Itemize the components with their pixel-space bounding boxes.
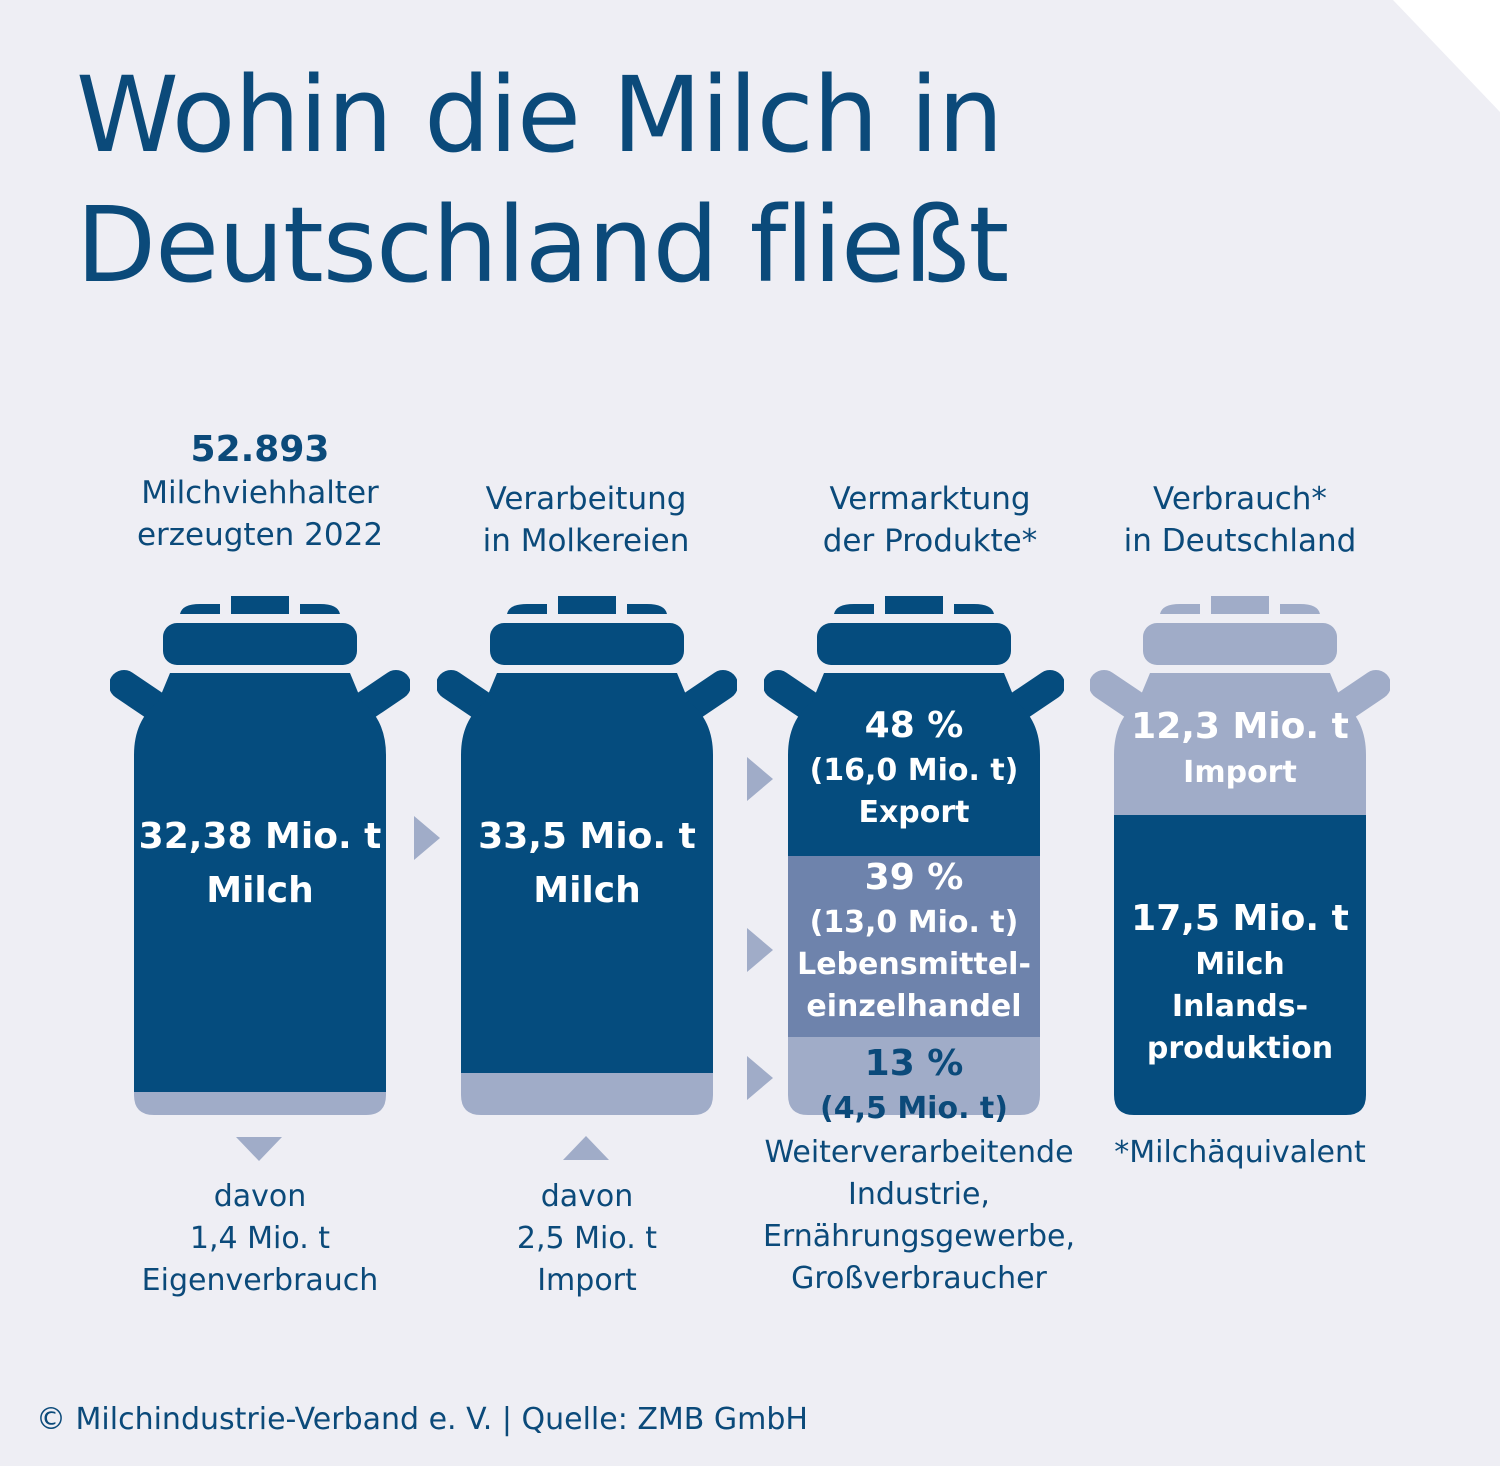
domestic-label: Milch [1195,947,1285,982]
segment-retail: 39 % (13,0 Mio. t) Lebensmittel- einzelh… [764,854,1064,1028]
page-title: Wohin die Milch in Deutschland fließt [76,50,1009,310]
segment-label: einzelhandel [806,989,1022,1024]
milk-can-icon [1090,596,1390,1115]
segment-industry: 13 % (4,5 Mio. t) [764,1040,1064,1130]
note-line: *Milchäquivalent [1114,1135,1366,1170]
triangle-right-icon [747,928,773,972]
milk-can-icon [764,596,1064,1115]
milk-label: Milch [206,870,314,911]
note-line: Großverbraucher [791,1261,1047,1296]
industry-note: Weiterverarbeitende Industrie, Ernährung… [744,1132,1094,1300]
milk-can-icon [110,596,410,1115]
note-line: davon [540,1179,634,1214]
import-note: davon 2,5 Mio. t Import [437,1176,737,1302]
segment-label: Export [858,795,970,830]
segment-amount: (13,0 Mio. t) [809,905,1019,940]
header-line: Verbrauch* [1153,481,1327,517]
import-label: Import [1183,755,1297,790]
header-line: der Produkte* [822,523,1038,559]
milk-can-icon [437,596,737,1115]
note-line: 2,5 Mio. t [516,1221,658,1256]
milk-amount: 33,5 Mio. t [478,816,696,857]
triangle-up-icon [563,1136,609,1160]
segment-amount: (4,5 Mio. t) [820,1091,1008,1126]
segment-percent: 48 % [864,705,964,746]
header-line: in Deutschland [1123,523,1357,559]
import-amount: 12,3 Mio. t [1131,706,1349,747]
column-header-production: 52.893 Milchviehhalter erzeugten 2022 [110,428,410,556]
header-line: erzeugten 2022 [136,517,384,553]
can-content: 33,5 Mio. t Milch [437,810,737,918]
segment-label: Lebensmittel- [797,947,1031,982]
header-line: Vermarktung [829,481,1031,517]
can-content: 32,38 Mio. t Milch [110,810,410,918]
triangle-right-icon [747,757,773,801]
segment-domestic: 17,5 Mio. t Milch Inlands- produktion [1090,894,1390,1070]
source-credit: © Milchindustrie-Verband e. V. | Quelle:… [36,1402,808,1437]
header-line: Milchviehhalter [141,475,379,511]
column-header-consumption: Verbrauch* in Deutschland [1090,478,1390,562]
note-line: Ernährungsgewerbe, [762,1219,1076,1254]
segment-export: 48 % (16,0 Mio. t) Export [764,702,1064,834]
segment-import: 12,3 Mio. t Import [1090,702,1390,794]
segment-percent: 13 % [864,1043,964,1084]
column-header-processing: Verarbeitung in Molkereien [436,478,736,562]
segment-amount: (16,0 Mio. t) [809,753,1019,788]
milk-can-marketing: 48 % (16,0 Mio. t) Export 39 % (13,0 Mio… [764,590,1064,1126]
title-line-2: Deutschland fließt [76,184,1009,306]
note-line: Industrie, [848,1177,990,1212]
domestic-label: produktion [1146,1031,1334,1066]
title-line-1: Wohin die Milch in [76,54,1004,176]
farm-count: 52.893 [190,429,330,470]
milk-label: Milch [533,870,641,911]
segment-percent: 39 % [864,857,964,898]
triangle-down-icon [236,1137,282,1161]
triangle-right-icon [747,1056,773,1100]
header-line: in Molkereien [482,523,690,559]
own-consumption-note: davon 1,4 Mio. t Eigenverbrauch [110,1176,410,1302]
milk-amount: 32,38 Mio. t [138,816,382,857]
header-line: Verarbeitung [485,481,687,517]
note-line: 1,4 Mio. t [189,1221,331,1256]
milk-can-consumption: 12,3 Mio. t Import 17,5 Mio. t Milch Inl… [1090,590,1390,1120]
note-line: Eigenverbrauch [141,1263,379,1298]
note-line: Import [537,1263,637,1298]
column-header-marketing: Vermarktung der Produkte* [780,478,1080,562]
domestic-amount: 17,5 Mio. t [1131,898,1349,939]
domestic-label: Inlands- [1171,989,1309,1024]
triangle-right-icon [414,816,440,860]
milk-can-production: 32,38 Mio. t Milch [110,590,410,1120]
footnote-milk-equivalent: *Milchäquivalent [1090,1132,1390,1174]
milk-can-processing: 33,5 Mio. t Milch [437,590,737,1120]
note-line: davon [213,1179,307,1214]
note-line: Weiterverarbeitende [764,1135,1074,1170]
